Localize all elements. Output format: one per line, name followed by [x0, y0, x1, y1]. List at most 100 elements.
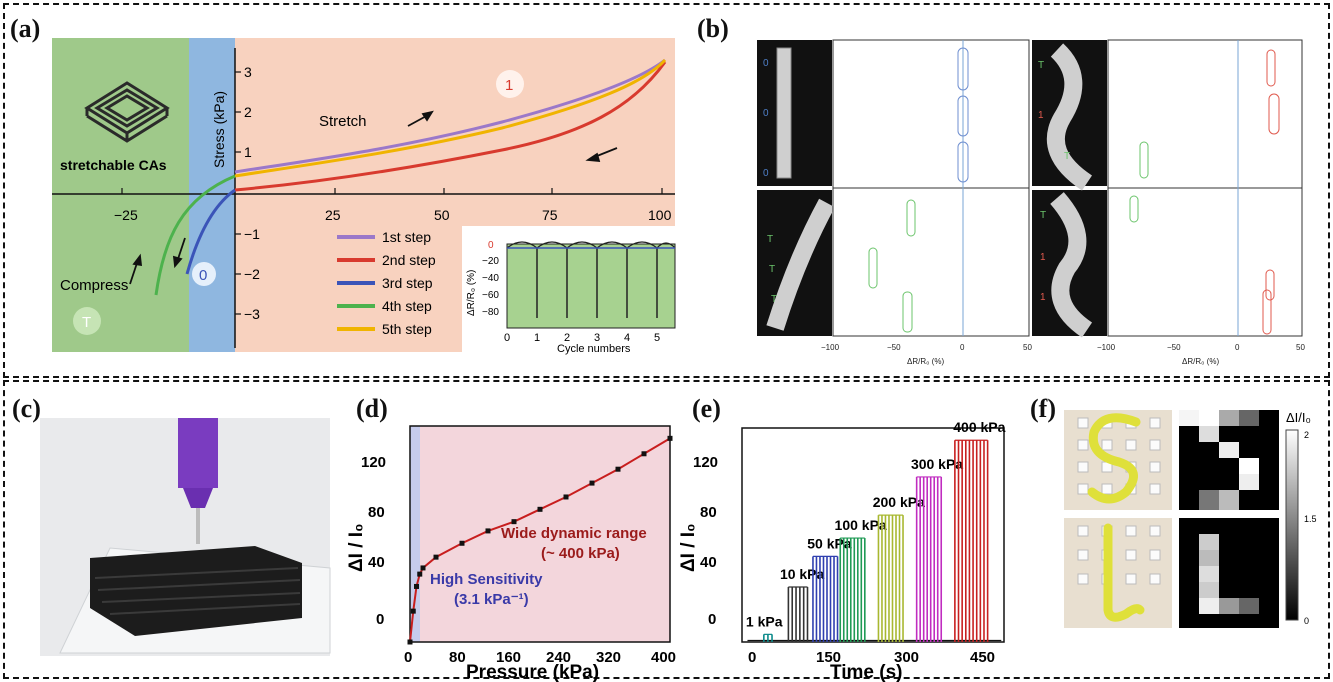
d-annot-sens: High Sensitivity — [430, 571, 543, 588]
a-ytick-1: 2 — [244, 104, 252, 120]
a-legend-0: 1st step — [382, 229, 431, 245]
b-marker-rt-0: T — [1038, 60, 1044, 71]
a-ytick-0: 3 — [244, 64, 252, 80]
a-inset-y2: −40 — [482, 273, 499, 284]
a-inset-x1: 1 — [534, 332, 540, 344]
d-data-point — [417, 571, 423, 577]
e-pulse-train — [812, 555, 839, 642]
a-xtick-4: 100 — [648, 207, 672, 223]
b-marker-rb-1: 1 — [1040, 252, 1046, 263]
b-marker-lb-0: T — [767, 234, 773, 245]
e-pulse-train — [915, 476, 943, 642]
d-sensitivity-band — [410, 426, 420, 642]
e-level-label: 200 kPa — [873, 494, 925, 510]
b-xlabel-right: ΔR/R₀ (%) — [1182, 357, 1219, 366]
d-xtick-2: 160 — [496, 649, 521, 666]
d-xtick-3: 240 — [546, 649, 571, 666]
d-data-point — [433, 554, 439, 560]
f-colorbar — [1285, 429, 1299, 621]
d-ylabel: ΔI / I₀ — [346, 523, 367, 572]
b-xtick-r0: −100 — [1097, 343, 1116, 352]
e-pulse-train — [877, 514, 904, 642]
a-legend-4: 5th step — [382, 321, 432, 337]
a-ytick-4: −2 — [244, 266, 260, 282]
a-inset-y3: −60 — [482, 290, 499, 301]
panel-f-figure: ΔI/I₀ 2 1.5 0 — [1064, 410, 1317, 628]
e-pulse-train — [763, 633, 773, 642]
e-ytick-3: 120 — [693, 454, 718, 471]
a-stretch-label: Stretch — [319, 113, 367, 130]
b-marker-lb-1: T — [769, 264, 775, 275]
d-data-point — [615, 466, 621, 472]
e-level-label: 1 kPa — [746, 613, 783, 629]
d-data-point — [667, 435, 673, 441]
d-data-point — [485, 528, 491, 534]
a-region-1: 1 — [505, 77, 513, 94]
d-annot-sens2: (3.1 kPa⁻¹) — [454, 591, 529, 608]
a-compress-label: Compress — [60, 277, 128, 294]
f-cb-tick-0: 2 — [1304, 430, 1309, 440]
e-level-label: 10 kPa — [780, 566, 825, 582]
lattice-image — [84, 81, 170, 143]
d-data-point — [537, 506, 543, 512]
d-data-point — [459, 540, 465, 546]
a-inset-x0: 0 — [504, 332, 510, 344]
e-level-label: 300 kPa — [911, 456, 963, 472]
a-xtick-1: 25 — [325, 207, 341, 223]
a-inset-y0: 0 — [488, 240, 494, 251]
d-xtick-5: 400 — [651, 649, 676, 666]
f-cb-tick-2: 0 — [1304, 616, 1309, 626]
panel-b-label: (b) — [697, 14, 729, 43]
b-marker-rt-2: T — [1064, 151, 1070, 162]
b-xtick-l3: 50 — [1023, 343, 1032, 352]
b-xtick-r3: 50 — [1296, 343, 1305, 352]
e-ytick-1: 40 — [700, 554, 717, 571]
b-xtick-l2: 0 — [960, 343, 965, 352]
d-data-point — [511, 519, 517, 525]
bottom-frame — [3, 380, 1330, 679]
d-annot-range: Wide dynamic range — [501, 525, 647, 542]
panel-d-label: (d) — [356, 394, 388, 423]
e-xlabel: Time (s) — [830, 662, 903, 682]
d-xtick-0: 0 — [404, 649, 412, 666]
b-marker-lt-1: 0 — [763, 108, 769, 119]
panel-a-label: (a) — [10, 14, 41, 43]
a-inset-xlabel: Cycle numbers — [557, 343, 631, 355]
a-xtick-2: 50 — [434, 207, 450, 223]
d-xtick-1: 80 — [449, 649, 466, 666]
b-xtick-r1: −50 — [1167, 343, 1181, 352]
e-xtick-3: 450 — [970, 649, 995, 666]
b-marker-lb-2: T — [771, 294, 777, 305]
a-legend-2: 3rd step — [382, 275, 433, 291]
e-level-label: 100 kPa — [835, 517, 887, 533]
b-marker-rt-1: 1 — [1038, 110, 1044, 121]
b-xtick-r2: 0 — [1235, 343, 1240, 352]
a-legend-3: 4th step — [382, 298, 432, 314]
a-xtick-3: 75 — [542, 207, 558, 223]
e-xtick-0: 0 — [748, 649, 756, 666]
e-ytick-0: 0 — [708, 611, 716, 628]
d-data-point — [414, 583, 419, 589]
b-xlabel-left: ΔR/R₀ (%) — [907, 357, 944, 366]
panel-a-chart: −25 25 50 75 100 3 2 1 −1 −2 −3 Stress (… — [52, 38, 680, 355]
d-data-point — [641, 451, 647, 457]
d-xtick-4: 320 — [596, 649, 621, 666]
b-marker-rb-2: 1 — [1040, 292, 1046, 303]
e-pulse-train — [954, 439, 989, 642]
a-curve-1st-step — [234, 58, 666, 174]
f-colorbar-title: ΔI/I₀ — [1286, 410, 1311, 425]
panel-e-label: (e) — [692, 394, 721, 423]
f-cb-tick-1: 1.5 — [1304, 514, 1317, 524]
e-level-label: 400 kPa — [953, 419, 1005, 435]
a-material-caption: stretchable CAs — [60, 157, 167, 173]
a-ytick-3: −1 — [244, 226, 260, 242]
printing-photo — [40, 418, 331, 656]
a-inset-x3: 3 — [594, 332, 600, 344]
d-ytick-0: 0 — [376, 611, 384, 628]
panel-b-figure: 0 0 0 T T T T 1 T T 1 1 −100 −50 0 50 — [757, 39, 1305, 366]
e-ylabel: ΔI / I₀ — [678, 523, 699, 572]
a-inset-x2: 2 — [564, 332, 570, 344]
panel-f-label: (f) — [1030, 394, 1056, 423]
a-inset-x4: 4 — [624, 332, 630, 344]
b-xtick-l1: −50 — [887, 343, 901, 352]
